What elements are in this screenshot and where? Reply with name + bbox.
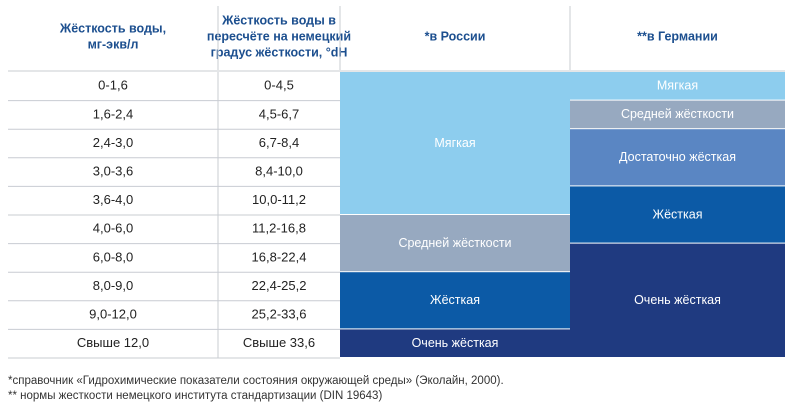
hardness-label: Средней жёсткости (621, 107, 734, 121)
cell: 8,4-10,0 (255, 164, 303, 179)
header-cell: Жёсткость воды, (59, 21, 166, 35)
hardness-block (570, 243, 785, 357)
cell: 11,2-16,8 (252, 221, 306, 236)
cell: 8,0-9,0 (93, 278, 133, 293)
header-cell: градус жёсткости, °dH (211, 45, 348, 59)
header-cell: мг-экв/л (88, 37, 139, 51)
hardness-block (570, 72, 785, 100)
hardness-block (340, 329, 570, 357)
header-cell: Жёсткость воды в (221, 13, 336, 27)
hardness-label: Очень жёсткая (634, 293, 721, 307)
header-cell: пересчёте на немецкий (207, 29, 351, 43)
header-cell: **в Германии (637, 29, 718, 43)
cell: 10,0-11,2 (252, 192, 306, 207)
cell: 3,0-3,6 (93, 164, 133, 179)
hardness-label: Мягкая (434, 136, 475, 150)
hardness-block (570, 129, 785, 186)
hardness-block (570, 186, 785, 243)
cell: 6,0-8,0 (93, 249, 133, 264)
cell: 3,6-4,0 (93, 192, 133, 207)
cell: 0-4,5 (264, 78, 294, 93)
hardness-block (340, 72, 570, 214)
cell: 16,8-22,4 (252, 249, 307, 264)
cell: 22,4-25,2 (252, 278, 307, 293)
hardness-label: Жёсткая (430, 293, 480, 307)
hardness-label: Средней жёсткости (398, 236, 511, 250)
header-cell: *в России (425, 29, 486, 43)
cell: 6,7-8,4 (259, 135, 299, 150)
cell: 4,0-6,0 (93, 221, 133, 236)
cell: 0-1,6 (98, 78, 128, 93)
cell: 25,2-33,6 (252, 307, 307, 322)
hardness-label: Достаточно жёсткая (619, 150, 736, 164)
cell: Свыше 33,6 (243, 335, 315, 350)
cell: 9,0-12,0 (89, 307, 137, 322)
cell: Свыше 12,0 (77, 335, 149, 350)
hardness-block (340, 272, 570, 329)
cell: 2,4-3,0 (93, 135, 133, 150)
cell: 4,5-6,7 (259, 106, 299, 121)
footnote: *справочник «Гидрохимические показатели … (8, 375, 504, 387)
hardness-label: Очень жёсткая (412, 336, 499, 350)
cell: 1,6-2,4 (93, 106, 133, 121)
hardness-block (340, 215, 570, 272)
hardness-label: Жёсткая (653, 207, 703, 221)
footnote: ** нормы жесткости немецкого института с… (8, 390, 382, 402)
hardness-block (570, 100, 785, 129)
hardness-label: Мягкая (657, 79, 698, 93)
